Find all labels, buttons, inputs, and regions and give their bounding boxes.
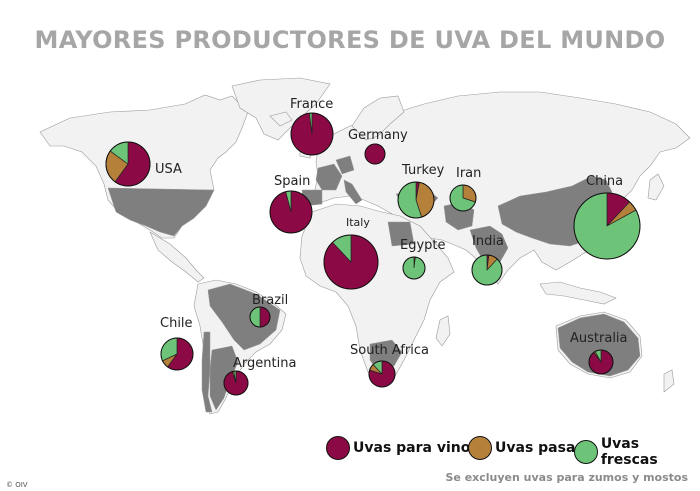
country-labels: France Germany USA Spain Italy Turkey Ir… — [155, 97, 628, 371]
pie-argentina — [223, 370, 249, 396]
label-turkey: Turkey — [401, 163, 445, 178]
country-egypt — [387, 221, 415, 247]
pie-outline-australia — [588, 349, 614, 375]
label-germany: Germany — [348, 128, 408, 143]
legend-item-table: Uvas frescas — [574, 436, 700, 468]
pie-spain — [269, 190, 313, 234]
land-iceland — [269, 111, 293, 127]
land-indonesia — [539, 281, 617, 305]
legend-item-wine: Uvas para vinos — [326, 436, 479, 460]
label-india: India — [472, 234, 504, 249]
label-south-africa: South Africa — [350, 343, 429, 358]
country-france — [315, 163, 343, 191]
label-spain: Spain — [274, 174, 310, 189]
pie-germany — [364, 143, 386, 165]
pie-egypte — [402, 256, 426, 280]
page-title: MAYORES PRODUCTORES DE UVA DEL MUNDO — [34, 26, 666, 54]
pie-outline-china — [573, 192, 641, 260]
country-germany — [335, 155, 355, 175]
label-argentina: Argentina — [233, 356, 296, 371]
pie-outline-south-africa — [368, 360, 396, 388]
pie-outline-usa — [105, 141, 151, 187]
legend-label-wine: Uvas para vinos — [353, 440, 479, 456]
pie-italy — [323, 234, 379, 290]
country-chile — [201, 331, 213, 413]
pie-australia — [588, 349, 614, 375]
land-madagascar — [435, 315, 451, 347]
highlighted-countries — [107, 155, 641, 413]
pie-turkey — [397, 181, 435, 219]
label-australia: Australia — [570, 331, 628, 346]
label-egypte: Egypte — [400, 238, 446, 253]
legend-swatch-table — [574, 440, 598, 464]
label-iran: Iran — [456, 166, 481, 181]
pie-south-africa — [368, 360, 396, 388]
label-china: China — [586, 174, 623, 189]
copyright: © OIV — [6, 481, 28, 489]
label-chile: Chile — [160, 316, 193, 331]
pie-outline-argentina — [223, 370, 249, 396]
pie-france — [290, 112, 334, 156]
land-japan — [647, 173, 665, 201]
land-new-zealand — [663, 369, 675, 393]
country-italy — [343, 179, 363, 205]
pie-outline-spain — [269, 190, 313, 234]
pie-chile — [160, 337, 194, 371]
footnote: Se excluyen uvas para zumos y mostos — [445, 471, 688, 484]
land-scandinavia — [351, 95, 405, 141]
pie-iran — [449, 184, 477, 212]
pie-outline-germany — [364, 143, 386, 165]
pie-outline-egypte — [402, 256, 426, 280]
country-argentina — [209, 345, 239, 411]
pie-outline-iran — [449, 184, 477, 212]
pie-outline-france — [290, 112, 334, 156]
legend-label-table: Uvas frescas — [600, 436, 658, 468]
pie-outline-turkey — [397, 181, 435, 219]
pie-outline-brazil — [249, 306, 271, 328]
pie-outline-italy — [323, 234, 379, 290]
land-central-america — [149, 231, 205, 283]
label-italy: Italy — [346, 216, 370, 229]
legend-swatch-wine — [326, 436, 350, 460]
pie-outline-india — [471, 254, 503, 286]
pie-charts — [105, 112, 641, 396]
country-australia — [557, 313, 641, 377]
label-france: France — [290, 97, 333, 112]
label-usa: USA — [155, 162, 182, 177]
legend-item-raisin: Uvas pasas — [468, 436, 584, 460]
pie-usa — [105, 141, 151, 187]
pie-india — [471, 254, 503, 286]
label-brazil: Brazil — [252, 293, 288, 308]
country-brazil — [207, 283, 281, 351]
legend-label-raisin: Uvas pasas — [495, 440, 584, 456]
pie-china — [573, 192, 641, 260]
country-usa — [107, 187, 215, 237]
legend-swatch-raisin — [468, 436, 492, 460]
pie-outline-chile — [160, 337, 194, 371]
pie-brazil — [249, 306, 271, 328]
